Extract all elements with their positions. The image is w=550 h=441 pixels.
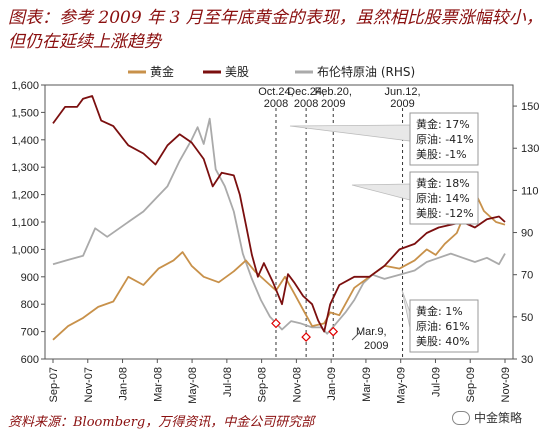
annotation-leader	[351, 331, 361, 341]
left-tick-label: 600	[21, 354, 39, 366]
wechat-icon	[452, 410, 470, 425]
left-tick-label: 800	[21, 299, 39, 311]
watermark: 中金策略	[452, 409, 522, 426]
x-tick-label: Sep-09	[465, 367, 477, 402]
x-tick-label: May-08	[187, 367, 199, 404]
left-tick-label: 1,000	[11, 244, 39, 256]
event-marker	[271, 318, 281, 329]
x-tick-label: May-09	[396, 367, 408, 404]
right-tick-label: 90	[521, 228, 533, 240]
event-label-year: 2009	[321, 98, 345, 110]
callout-box	[409, 171, 479, 225]
left-tick-label: 1,100	[11, 217, 39, 229]
x-tick-label: Nov-07	[83, 367, 95, 402]
callout-text: 黄金: 18%	[416, 176, 470, 190]
callout-text: 原油: -41%	[416, 132, 474, 146]
left-tick-label: 1,400	[11, 135, 39, 147]
legend-label: 布伦特原油 (RHS)	[317, 64, 415, 79]
series-line	[52, 191, 506, 341]
watermark-text: 中金策略	[474, 411, 523, 425]
left-tick-label: 900	[21, 272, 39, 284]
event-label: Dec.24,	[287, 86, 325, 98]
x-tick-label: Sep-07	[48, 367, 60, 402]
callout-pointer	[351, 183, 411, 201]
right-tick-label: 130	[521, 143, 539, 155]
legend-label: 黄金	[150, 64, 174, 79]
callout-text: 原油: 61%	[416, 319, 470, 333]
callout-text: 美股: -12%	[416, 207, 474, 220]
right-tick-label: 150	[521, 101, 539, 113]
x-tick-label: Mar-09	[361, 367, 373, 402]
x-tick-label: Nov-08	[291, 367, 303, 402]
callout-box	[409, 112, 479, 166]
annotation-text: 2009	[364, 340, 388, 352]
callout-text: 原油: 14%	[416, 191, 470, 205]
callout-pointer	[289, 124, 411, 142]
left-tick-label: 1,200	[11, 190, 39, 202]
right-tick-label: 70	[521, 270, 533, 282]
source-note: 资料来源：Bloomberg，万得资讯，中金公司研究部	[8, 415, 315, 430]
callout-text: 美股: -1%	[416, 148, 467, 161]
callout-text: 黄金: 1%	[416, 304, 463, 318]
x-tick-label: Sep-08	[257, 367, 269, 402]
x-tick-label: Jul-09	[430, 367, 442, 397]
event-label-year: 2008	[294, 98, 318, 110]
event-label-year: 2009	[390, 98, 414, 110]
event-label-year: 2008	[264, 98, 288, 110]
right-tick-label: 110	[521, 185, 539, 197]
x-tick-label: Nov-09	[500, 367, 512, 402]
event-label: Jun.12,	[384, 86, 420, 98]
legend-label: 美股	[225, 65, 249, 79]
callout-text: 黄金: 17%	[416, 117, 470, 131]
event-marker	[301, 332, 311, 342]
x-tick-label: Mar-08	[152, 367, 164, 402]
annotation-text: Mar.9,	[356, 326, 387, 338]
event-label: Oct.24,	[258, 86, 293, 98]
callout-text: 美股: 40%	[416, 335, 470, 348]
callout-box	[409, 299, 479, 353]
event-label: Feb.20,	[315, 86, 352, 98]
chart-title: 图表：参考 2009 年 3 月至年底黄金的表现，虽然相比股票涨幅较小，但仍在延…	[8, 8, 543, 52]
callout-pointer	[401, 289, 411, 329]
left-tick-label: 1,500	[11, 107, 39, 119]
x-tick-label: Jan-08	[118, 367, 130, 401]
x-tick-label: Jul-08	[222, 367, 234, 397]
series-line	[52, 95, 506, 333]
right-tick-label: 30	[521, 354, 533, 366]
x-tick-label: Jan-09	[326, 367, 338, 401]
event-marker	[328, 326, 339, 337]
left-tick-label: 1,600	[11, 80, 39, 92]
right-tick-label: 50	[521, 312, 533, 324]
left-tick-label: 1,300	[11, 162, 39, 174]
left-tick-label: 700	[21, 327, 39, 339]
